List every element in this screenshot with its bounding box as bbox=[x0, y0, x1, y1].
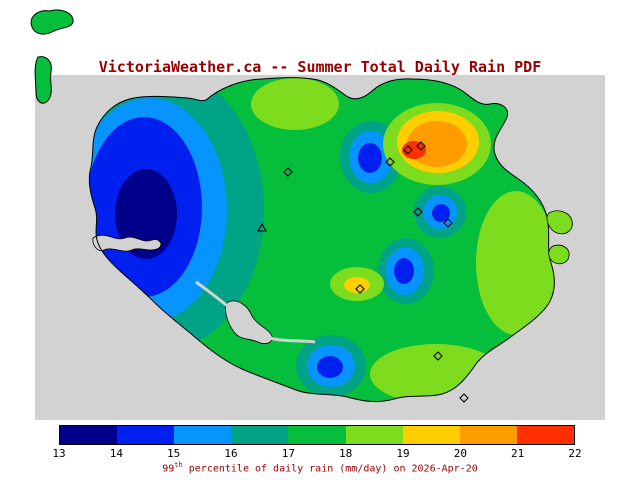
contour-region-18-east-coast bbox=[476, 191, 555, 335]
tick-label: 21 bbox=[511, 447, 525, 460]
caption-number: 99 bbox=[162, 463, 175, 475]
tick-label: 17 bbox=[281, 447, 295, 460]
tick-label: 15 bbox=[167, 447, 181, 460]
channel-south bbox=[269, 336, 316, 344]
caption-text: percentile of daily rain (mm/day) on 202… bbox=[182, 463, 478, 475]
station-markers-group bbox=[257, 141, 469, 403]
colorbar-segment-17-18 bbox=[288, 426, 346, 444]
contour-region-18-north bbox=[251, 78, 339, 130]
tick-label: 20 bbox=[453, 447, 467, 460]
contour-region-14-centre-east bbox=[394, 258, 414, 284]
diamond-station-marker bbox=[443, 218, 453, 228]
diamond-station-marker bbox=[433, 351, 443, 361]
contour-region-14-north-low bbox=[358, 143, 382, 173]
contour-field bbox=[89, 77, 555, 402]
colorbar-segment-18-19 bbox=[345, 426, 403, 444]
edge-island-left bbox=[34, 56, 52, 104]
diamond-station-marker bbox=[355, 284, 365, 294]
tick-label: 14 bbox=[109, 447, 123, 460]
contour-region-14-mid-east bbox=[432, 204, 450, 222]
tick-label: 13 bbox=[52, 447, 66, 460]
colorbar-segment-21-22 bbox=[516, 426, 574, 444]
diamond-station-marker bbox=[403, 145, 413, 155]
page-title: VictoriaWeather.ca -- Summer Total Daily… bbox=[98, 58, 542, 76]
contour-region-13-core bbox=[115, 169, 177, 259]
colorbar-segment-15-16 bbox=[174, 426, 232, 444]
offshore-island-north bbox=[546, 210, 573, 235]
inlet-west-basin bbox=[92, 234, 162, 252]
colorbar bbox=[59, 425, 575, 445]
tick-label: 18 bbox=[339, 447, 353, 460]
tick-label: 16 bbox=[224, 447, 238, 460]
diamond-station-marker bbox=[385, 157, 395, 167]
colorbar-ticks: 13 14 15 16 17 18 19 20 21 22 bbox=[52, 447, 581, 460]
contour-region-14-south-low bbox=[317, 356, 343, 378]
tick-label: 19 bbox=[396, 447, 410, 460]
colorbar-segment-16-17 bbox=[231, 426, 289, 444]
triangle-station-marker bbox=[257, 222, 267, 232]
diamond-station-marker bbox=[283, 167, 293, 177]
colorbar-segment-19-20 bbox=[402, 426, 460, 444]
colorbar-segment-14-15 bbox=[117, 426, 175, 444]
diamond-station-marker bbox=[416, 141, 426, 151]
colorbar-segment-20-21 bbox=[459, 426, 517, 444]
diamond-station-marker bbox=[459, 393, 469, 403]
channel-northwest bbox=[195, 280, 231, 310]
tick-label: 22 bbox=[568, 447, 582, 460]
caption-superscript: th bbox=[174, 461, 183, 469]
colorbar-segment-13-14 bbox=[60, 426, 118, 444]
inlet-harbour bbox=[225, 300, 273, 344]
edge-island-top-left bbox=[30, 9, 74, 35]
colorbar-caption: 99th percentile of daily rain (mm/day) o… bbox=[0, 461, 640, 474]
offshore-island-south bbox=[548, 244, 570, 265]
diamond-station-marker bbox=[413, 207, 423, 217]
